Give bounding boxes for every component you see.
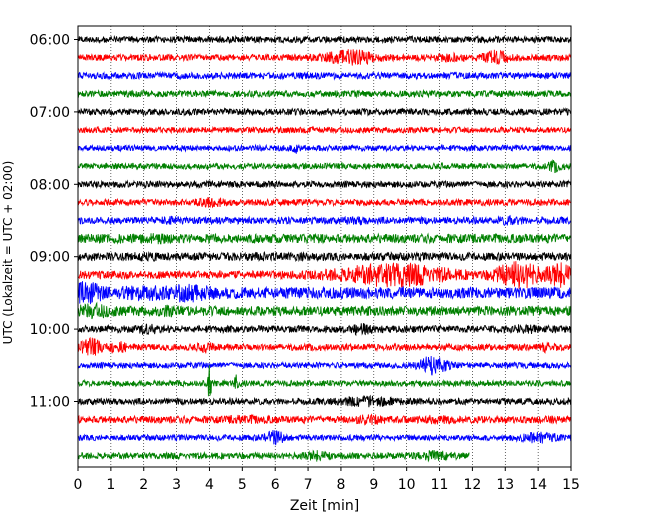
- trace-0645: [77, 88, 572, 99]
- trace-0915: [77, 261, 572, 289]
- trace-0800: [77, 179, 572, 189]
- x-axis-label: Zeit [min]: [290, 498, 359, 514]
- trace-1115: [77, 413, 572, 426]
- x-tick-label: 4: [205, 477, 214, 493]
- x-tick-label: 10: [398, 477, 416, 493]
- x-axis-ticks: 0 1 2 3 4 5 6 7 8 9 10 11 12 13 14 15: [74, 467, 580, 493]
- x-tick-label: 14: [529, 477, 547, 493]
- trace-0730: [77, 143, 572, 154]
- x-tick-label: 15: [562, 477, 580, 493]
- trace-0815: [77, 197, 572, 209]
- x-tick-label: 9: [369, 477, 378, 493]
- trace-0830: [77, 214, 572, 226]
- x-tick-label: 11: [431, 477, 449, 493]
- x-tick-label: 2: [139, 477, 148, 493]
- x-tick-label: 12: [463, 477, 481, 493]
- trace-1145: [77, 449, 470, 463]
- y-tick-label: 09:00: [30, 250, 70, 266]
- trace-0930: [77, 281, 572, 305]
- y-tick-label: 08:00: [30, 177, 70, 193]
- x-tick-label: 1: [106, 477, 115, 493]
- trace-1015: [77, 336, 572, 356]
- trace-0900: [77, 251, 572, 263]
- y-tick-label: 06:00: [30, 33, 70, 49]
- trace-0745: [77, 158, 572, 174]
- trace-1130: [77, 430, 572, 446]
- trace-0845: [77, 232, 572, 245]
- x-tick-label: 13: [496, 477, 514, 493]
- trace-1030: [77, 356, 572, 376]
- y-axis-ticks: 06:00 07:00 08:00 09:00 10:00 11:00: [30, 33, 78, 411]
- trace-0630: [77, 70, 572, 81]
- trace-0615: [77, 49, 572, 66]
- trace-1100: [77, 394, 572, 408]
- trace-0700: [77, 107, 572, 117]
- x-tick-label: 8: [336, 477, 345, 493]
- trace-0715: [77, 125, 572, 135]
- x-tick-label: 6: [271, 477, 280, 493]
- trace-0600: [77, 34, 572, 45]
- x-tick-label: 7: [304, 477, 313, 493]
- trace-0945: [77, 301, 572, 320]
- y-tick-label: 11:00: [30, 395, 70, 411]
- trace-1045: [77, 365, 572, 397]
- x-tick-label: 3: [172, 477, 181, 493]
- y-axis-label: UTC (Lokalzeit = UTC + 02:00): [1, 161, 15, 345]
- x-tick-label: 0: [74, 477, 83, 493]
- seismic-traces: [77, 34, 572, 463]
- plot-frame: [77, 25, 572, 468]
- y-tick-label: 07:00: [30, 105, 70, 121]
- x-tick-label: 5: [238, 477, 247, 493]
- trace-1000: [77, 323, 572, 337]
- y-tick-label: 10:00: [30, 322, 70, 338]
